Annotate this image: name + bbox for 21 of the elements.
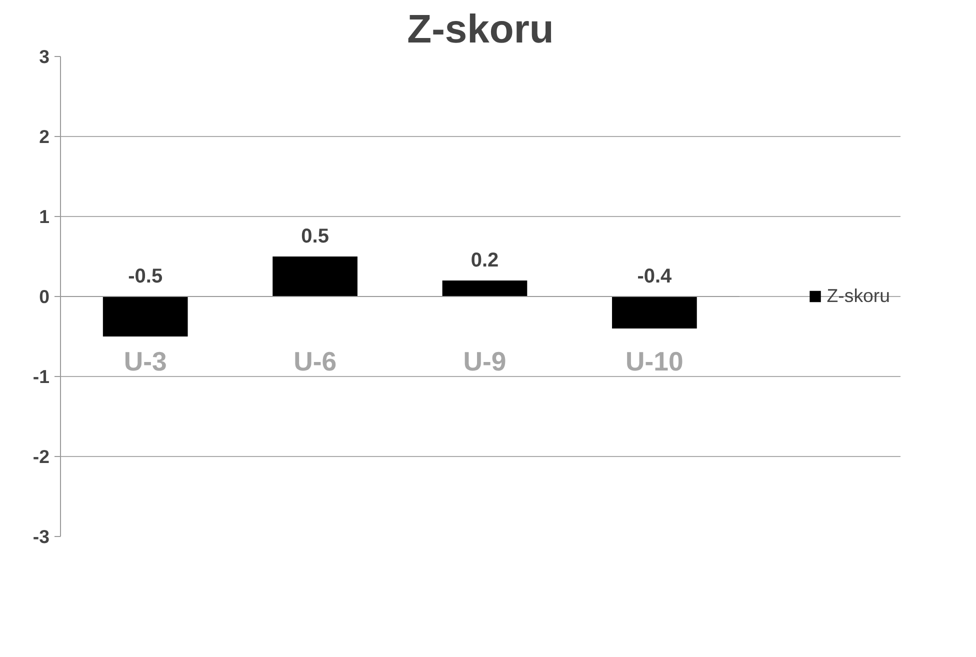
y-tick-label: -3 <box>32 526 50 547</box>
y-tick-label: 1 <box>39 206 50 227</box>
data-label: -0.4 <box>637 266 673 288</box>
x-tick-label: U-6 <box>294 346 337 376</box>
x-tick-label: U-10 <box>626 346 684 376</box>
y-tick-label: -1 <box>32 366 50 387</box>
x-tick-label: U-9 <box>463 346 506 376</box>
legend-label: Z-skoru <box>826 285 890 307</box>
chart-title: Z-skoru <box>407 8 554 52</box>
y-tick-label: 3 <box>39 46 50 67</box>
y-tick-label: 0 <box>39 286 50 307</box>
bar <box>102 296 188 336</box>
data-label: 0.5 <box>301 226 329 248</box>
y-tick-label: 2 <box>39 126 50 147</box>
data-label: 0.2 <box>470 250 499 272</box>
y-tick-label: -2 <box>32 446 50 467</box>
bar <box>442 280 528 296</box>
x-tick-label: U-3 <box>124 346 167 376</box>
bar <box>612 296 697 328</box>
bar <box>272 256 358 296</box>
data-label: -0.5 <box>128 266 163 288</box>
